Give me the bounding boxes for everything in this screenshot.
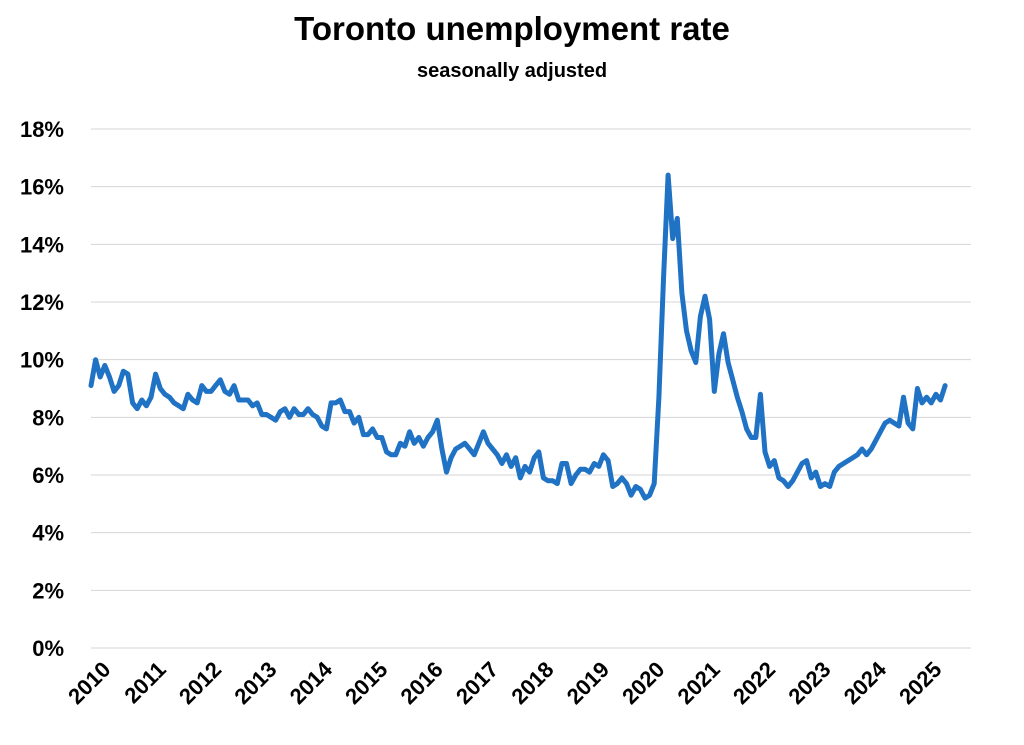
x-tick-label: 2012 [174, 657, 226, 709]
chart-subtitle: seasonally adjusted [416, 60, 608, 82]
x-tick-label: 2025 [894, 657, 946, 709]
x-tick-label: 2020 [617, 657, 669, 709]
y-tick-label: 8% [32, 405, 64, 430]
y-tick-label: 14% [20, 232, 64, 257]
x-tick-label: 2015 [340, 657, 392, 709]
x-tick-label: 2021 [673, 657, 725, 709]
x-tick-label: 2023 [783, 657, 835, 709]
x-tick-label: 2017 [451, 657, 503, 709]
y-tick-label: 6% [32, 463, 64, 488]
grid-lines [91, 128, 971, 649]
x-tick-label: 2016 [396, 657, 448, 709]
y-tick-label: 16% [20, 175, 64, 200]
y-tick-label: 10% [20, 348, 64, 373]
x-tick-label: 2022 [728, 657, 780, 709]
y-axis-labels: 0% 2% 4% 6% 8% 10% 12% 14% 16% 18% [20, 117, 64, 661]
y-tick-label: 4% [32, 521, 64, 546]
y-tick-label: 12% [20, 290, 64, 315]
x-tick-label: 2010 [63, 657, 115, 709]
x-tick-label: 2013 [229, 657, 281, 709]
x-tick-label: 2019 [562, 657, 614, 709]
x-tick-label: 2024 [839, 656, 892, 709]
x-axis-labels: 2010 2011 2012 2013 2014 2015 2016 2017 2018 2019… [63, 656, 946, 709]
series-layer [88, 172, 948, 501]
y-tick-label: 0% [32, 636, 64, 661]
y-tick-label: 18% [20, 117, 64, 142]
x-tick-label: 2014 [285, 656, 338, 709]
y-tick-label: 2% [32, 578, 64, 603]
chart-title: Toronto unemployment rate [294, 10, 730, 47]
series-line [88, 172, 948, 501]
x-tick-label: 2018 [506, 657, 558, 709]
x-tick-label: 2011 [119, 657, 170, 708]
